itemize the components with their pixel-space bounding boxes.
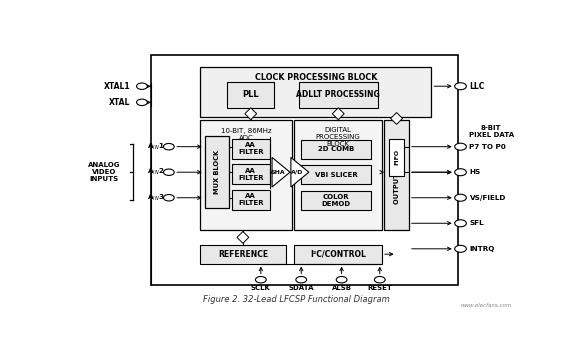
Text: SDATA: SDATA xyxy=(288,285,314,291)
Circle shape xyxy=(163,143,174,150)
Polygon shape xyxy=(332,108,344,120)
Circle shape xyxy=(455,220,466,227)
Text: 2D COMB: 2D COMB xyxy=(318,146,354,153)
Text: OUTPUT BLOCK: OUTPUT BLOCK xyxy=(394,146,400,204)
Bar xyxy=(301,140,371,159)
Polygon shape xyxy=(245,108,256,120)
Circle shape xyxy=(137,99,147,105)
Polygon shape xyxy=(391,113,402,124)
Bar xyxy=(389,139,404,176)
Bar xyxy=(301,191,371,210)
Polygon shape xyxy=(291,157,309,187)
Circle shape xyxy=(375,276,385,283)
Text: A$_{IN}$2: A$_{IN}$2 xyxy=(147,167,164,177)
Text: MUX BLOCK: MUX BLOCK xyxy=(214,150,220,194)
Text: FIFO: FIFO xyxy=(394,149,399,165)
Text: XTAL1: XTAL1 xyxy=(104,82,131,91)
Text: ADLLT PROCESSING: ADLLT PROCESSING xyxy=(296,90,380,99)
Text: VS/FIELD: VS/FIELD xyxy=(470,195,506,201)
Text: REFERENCE: REFERENCE xyxy=(218,250,268,259)
Circle shape xyxy=(137,83,147,89)
Bar xyxy=(200,120,292,230)
Text: SFL: SFL xyxy=(470,220,484,226)
Text: P7 TO P0: P7 TO P0 xyxy=(470,144,506,150)
Bar xyxy=(295,120,382,230)
Text: CLOCK PROCESSING BLOCK: CLOCK PROCESSING BLOCK xyxy=(255,73,377,82)
Bar xyxy=(295,245,382,263)
Circle shape xyxy=(163,194,174,201)
Text: HS: HS xyxy=(470,169,481,175)
Text: LLC: LLC xyxy=(470,82,485,91)
Text: PLL: PLL xyxy=(243,90,259,99)
Text: AA
FILTER: AA FILTER xyxy=(238,193,263,206)
Text: I²C/CONTROL: I²C/CONTROL xyxy=(310,250,366,259)
Circle shape xyxy=(296,276,307,283)
Text: ALSB: ALSB xyxy=(332,285,351,291)
Text: ANALOG
VIDEO
INPUTS: ANALOG VIDEO INPUTS xyxy=(87,162,120,182)
Text: A$_{IN}$1: A$_{IN}$1 xyxy=(146,142,164,152)
Polygon shape xyxy=(272,157,290,187)
Text: XTAL: XTAL xyxy=(109,98,131,107)
Text: AA
FILTER: AA FILTER xyxy=(238,142,263,155)
Bar xyxy=(200,67,431,117)
Text: www.elecfans.com: www.elecfans.com xyxy=(461,303,512,308)
Bar xyxy=(227,82,274,108)
Text: VBI SLICER: VBI SLICER xyxy=(314,172,357,178)
Text: 10-BIT, 86MHz
ADC: 10-BIT, 86MHz ADC xyxy=(221,128,272,141)
Bar xyxy=(301,165,371,184)
Text: A/D: A/D xyxy=(291,170,303,175)
Text: SHA: SHA xyxy=(271,170,285,175)
Circle shape xyxy=(455,245,466,252)
Bar xyxy=(200,245,285,263)
Text: 8-BIT
PIXEL DATA: 8-BIT PIXEL DATA xyxy=(468,125,514,139)
Bar xyxy=(232,190,270,210)
Circle shape xyxy=(455,169,466,176)
Circle shape xyxy=(455,83,466,90)
Text: SCLK: SCLK xyxy=(251,285,271,291)
Text: AA
FILTER: AA FILTER xyxy=(238,168,263,181)
Bar xyxy=(205,136,229,208)
Circle shape xyxy=(336,276,347,283)
Text: Figure 2. 32-Lead LFCSP Functional Diagram: Figure 2. 32-Lead LFCSP Functional Diagr… xyxy=(203,295,390,304)
Polygon shape xyxy=(237,231,249,243)
Circle shape xyxy=(255,276,266,283)
Text: COLOR
DEMOD: COLOR DEMOD xyxy=(321,194,350,207)
Bar xyxy=(299,82,378,108)
Circle shape xyxy=(455,143,466,150)
Text: DIGITAL
PROCESSING
BLOCK: DIGITAL PROCESSING BLOCK xyxy=(316,127,361,147)
Text: RESET: RESET xyxy=(367,285,392,291)
Circle shape xyxy=(163,169,174,176)
Bar xyxy=(151,55,459,285)
Bar xyxy=(232,139,270,159)
Circle shape xyxy=(455,194,466,201)
Text: INTRQ: INTRQ xyxy=(470,246,495,252)
Bar xyxy=(232,164,270,184)
Bar xyxy=(384,120,409,230)
Text: A$_{IN}$3: A$_{IN}$3 xyxy=(146,193,164,203)
